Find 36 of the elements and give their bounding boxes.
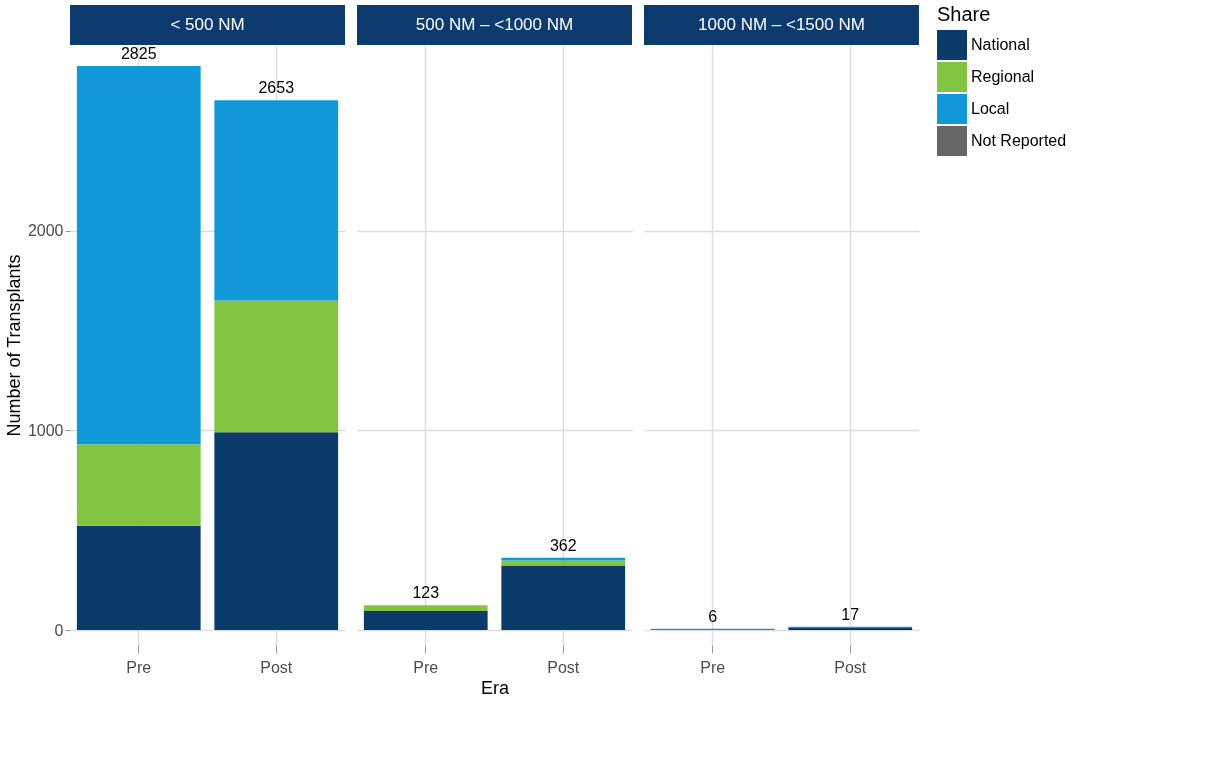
y-axis-title: Number of Transplants <box>3 254 24 437</box>
legend-title: Share <box>937 3 991 25</box>
x-axis-title: Era <box>480 677 510 698</box>
chart-title: 500 NM – <1000 NM <box>415 15 574 34</box>
y-tick-label: 1000 <box>27 421 64 439</box>
bar <box>501 560 626 566</box>
chart-title: 1000 NM – <1500 NM <box>698 15 865 34</box>
total-label: 362 <box>549 536 577 554</box>
bar <box>214 432 339 631</box>
x-tick-label: Post <box>260 658 293 676</box>
x-tick-label: Post <box>834 658 867 676</box>
bar <box>501 565 626 631</box>
legend-label: Local <box>971 100 1010 117</box>
bar <box>363 611 488 631</box>
bar <box>363 606 488 612</box>
bar <box>76 525 201 631</box>
total-label: 123 <box>412 584 440 602</box>
x-tick-label: Pre <box>700 658 726 676</box>
total-label: 17 <box>841 605 860 623</box>
bar <box>76 65 201 445</box>
legend-label: Not Reported <box>971 132 1067 149</box>
y-tick-label: 2000 <box>27 222 64 240</box>
total-label: 2653 <box>258 79 295 97</box>
x-tick-label: Post <box>547 658 580 676</box>
bar <box>214 100 339 301</box>
y-tick-label: 0 <box>54 621 64 639</box>
bar <box>214 300 339 433</box>
bar <box>501 557 626 561</box>
chart-title: < 500 NM <box>170 15 245 34</box>
total-label: 2825 <box>120 44 157 62</box>
legend-label: National <box>971 36 1030 53</box>
legend-label: Regional <box>971 68 1035 85</box>
total-label: 6 <box>708 607 718 625</box>
x-tick-label: Pre <box>126 658 152 676</box>
bar <box>76 444 201 526</box>
x-tick-label: Pre <box>413 658 439 676</box>
